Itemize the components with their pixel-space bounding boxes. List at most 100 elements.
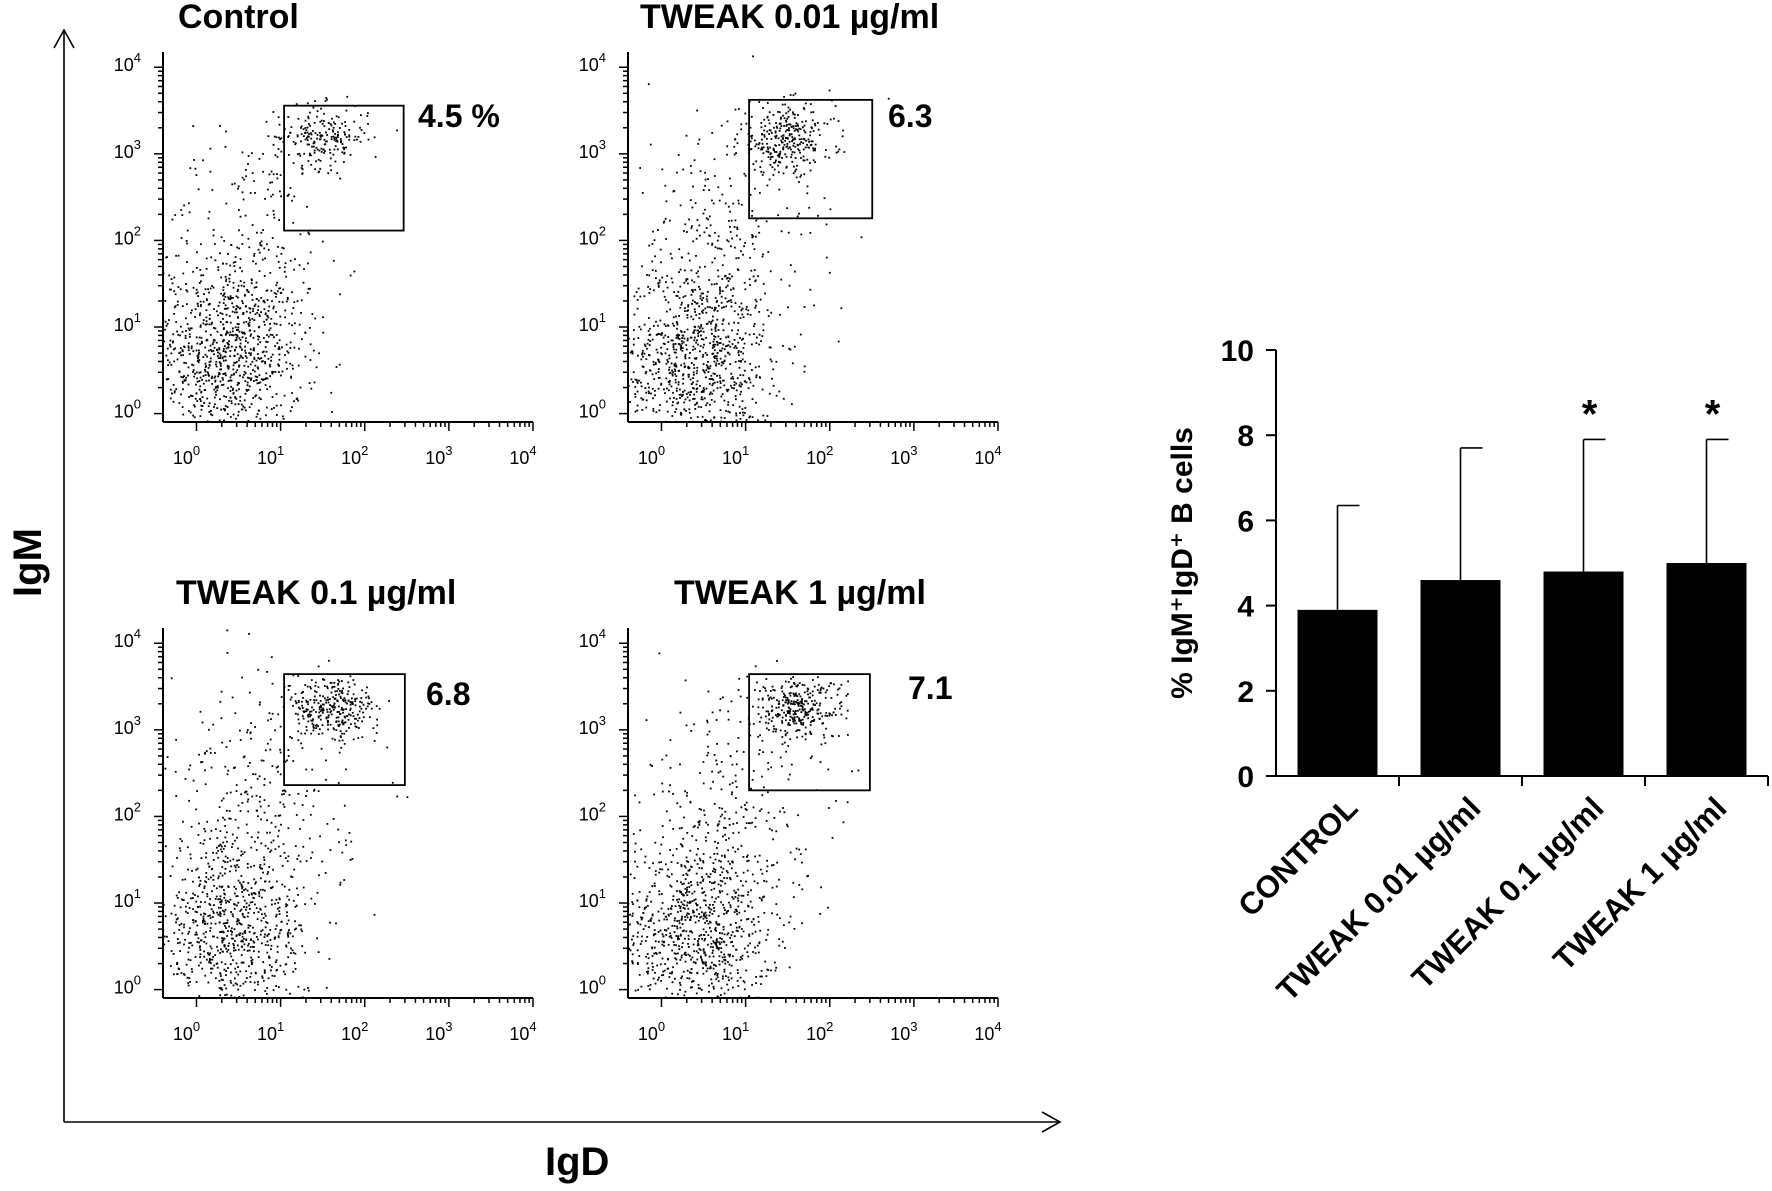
x-tick-label: 102 [341, 443, 368, 468]
scatter-point [298, 855, 300, 857]
scatter-point [191, 347, 193, 349]
scatter-point [300, 140, 302, 142]
scatter-point [291, 291, 293, 293]
scatter-point [650, 393, 652, 395]
scatter-point [224, 296, 226, 298]
scatter-point [348, 139, 350, 141]
scatter-points [572, 47, 890, 501]
scatter-point [210, 968, 212, 970]
scatter-point [220, 872, 222, 874]
scatter-point [691, 225, 693, 227]
scatter-point [729, 178, 731, 180]
scatter-point [271, 656, 273, 658]
scatter-point [257, 339, 259, 341]
scatter-point [660, 334, 662, 336]
scatter-point [200, 415, 202, 417]
scatter-point [625, 355, 627, 357]
scatter-point [794, 130, 796, 132]
scatter-point [209, 903, 211, 905]
scatter-point [319, 132, 321, 134]
scatter-point [632, 903, 634, 905]
scatter-point [199, 380, 201, 382]
scatter-point [647, 985, 649, 987]
scatter-point [208, 218, 210, 220]
scatter-point [648, 245, 650, 247]
scatter-point [229, 298, 231, 300]
scatter-point [250, 364, 252, 366]
scatter-point [200, 842, 202, 844]
scatter-point [635, 411, 637, 413]
scatter-point [771, 138, 773, 140]
scatter-point [187, 902, 189, 904]
scatter-point [293, 141, 295, 143]
scatter-point [198, 350, 200, 352]
scatter-point [241, 946, 243, 948]
scatter-point [350, 704, 352, 706]
scatter-point [217, 877, 219, 879]
scatter-point [645, 407, 647, 409]
scatter-point [644, 353, 646, 355]
scatter-point [341, 733, 343, 735]
scatter-point [309, 153, 311, 155]
scatter-point [298, 719, 300, 721]
scatter-point [143, 300, 145, 302]
scatter-point [698, 406, 700, 408]
scatter-point [339, 690, 341, 692]
scatter-point [232, 834, 234, 836]
scatter-point [306, 726, 308, 728]
scatter-point [279, 802, 281, 804]
scatter-point [666, 200, 668, 202]
scatter-point [250, 308, 252, 310]
scatter-point [182, 382, 184, 384]
scatter-point [681, 304, 683, 306]
scatter-point [218, 425, 220, 427]
scatter-point [618, 368, 620, 370]
scatter-point [242, 191, 244, 193]
scatter-point [253, 865, 255, 867]
scatter-point [222, 358, 224, 360]
scatter-point [705, 352, 707, 354]
scatter-point [805, 147, 807, 149]
scatter-point [230, 911, 232, 913]
scatter-point [208, 915, 210, 917]
scatter-point [306, 137, 308, 139]
scatter-point [737, 228, 739, 230]
scatter-point [206, 380, 208, 382]
scatter-point [764, 293, 766, 295]
scatter-point [255, 893, 257, 895]
scatter-point [725, 839, 727, 841]
scatter-point [639, 326, 641, 328]
scatter-point [660, 320, 662, 322]
scatter-point [299, 264, 301, 266]
scatter-point [234, 968, 236, 970]
scatter-point [829, 90, 831, 92]
scatter-point [239, 434, 241, 436]
scatter-point [718, 235, 720, 237]
scatter-point [657, 333, 659, 335]
scatter-point [210, 413, 212, 415]
scatter-point [210, 256, 212, 258]
scatter-point [702, 309, 704, 311]
scatter-point [684, 338, 686, 340]
scatter-point [273, 217, 275, 219]
scatter-point [217, 898, 219, 900]
scatter-point [331, 136, 333, 138]
scatter-point [636, 1016, 638, 1018]
scatter-point [782, 137, 784, 139]
scatter-point [247, 366, 249, 368]
scatter-point [237, 327, 239, 329]
scatter-point [649, 354, 651, 356]
scatter-point [318, 171, 320, 173]
scatter-point [191, 826, 193, 828]
scatter-point [276, 881, 278, 883]
scatter-point [197, 360, 199, 362]
scatter-point [286, 911, 288, 913]
scatter-point [708, 923, 710, 925]
scatter-point [762, 415, 764, 417]
scatter-point [224, 825, 226, 827]
scatter-point [333, 682, 335, 684]
scatter-point [179, 924, 181, 926]
scatter-point [666, 275, 668, 277]
scatter-point [174, 214, 176, 216]
